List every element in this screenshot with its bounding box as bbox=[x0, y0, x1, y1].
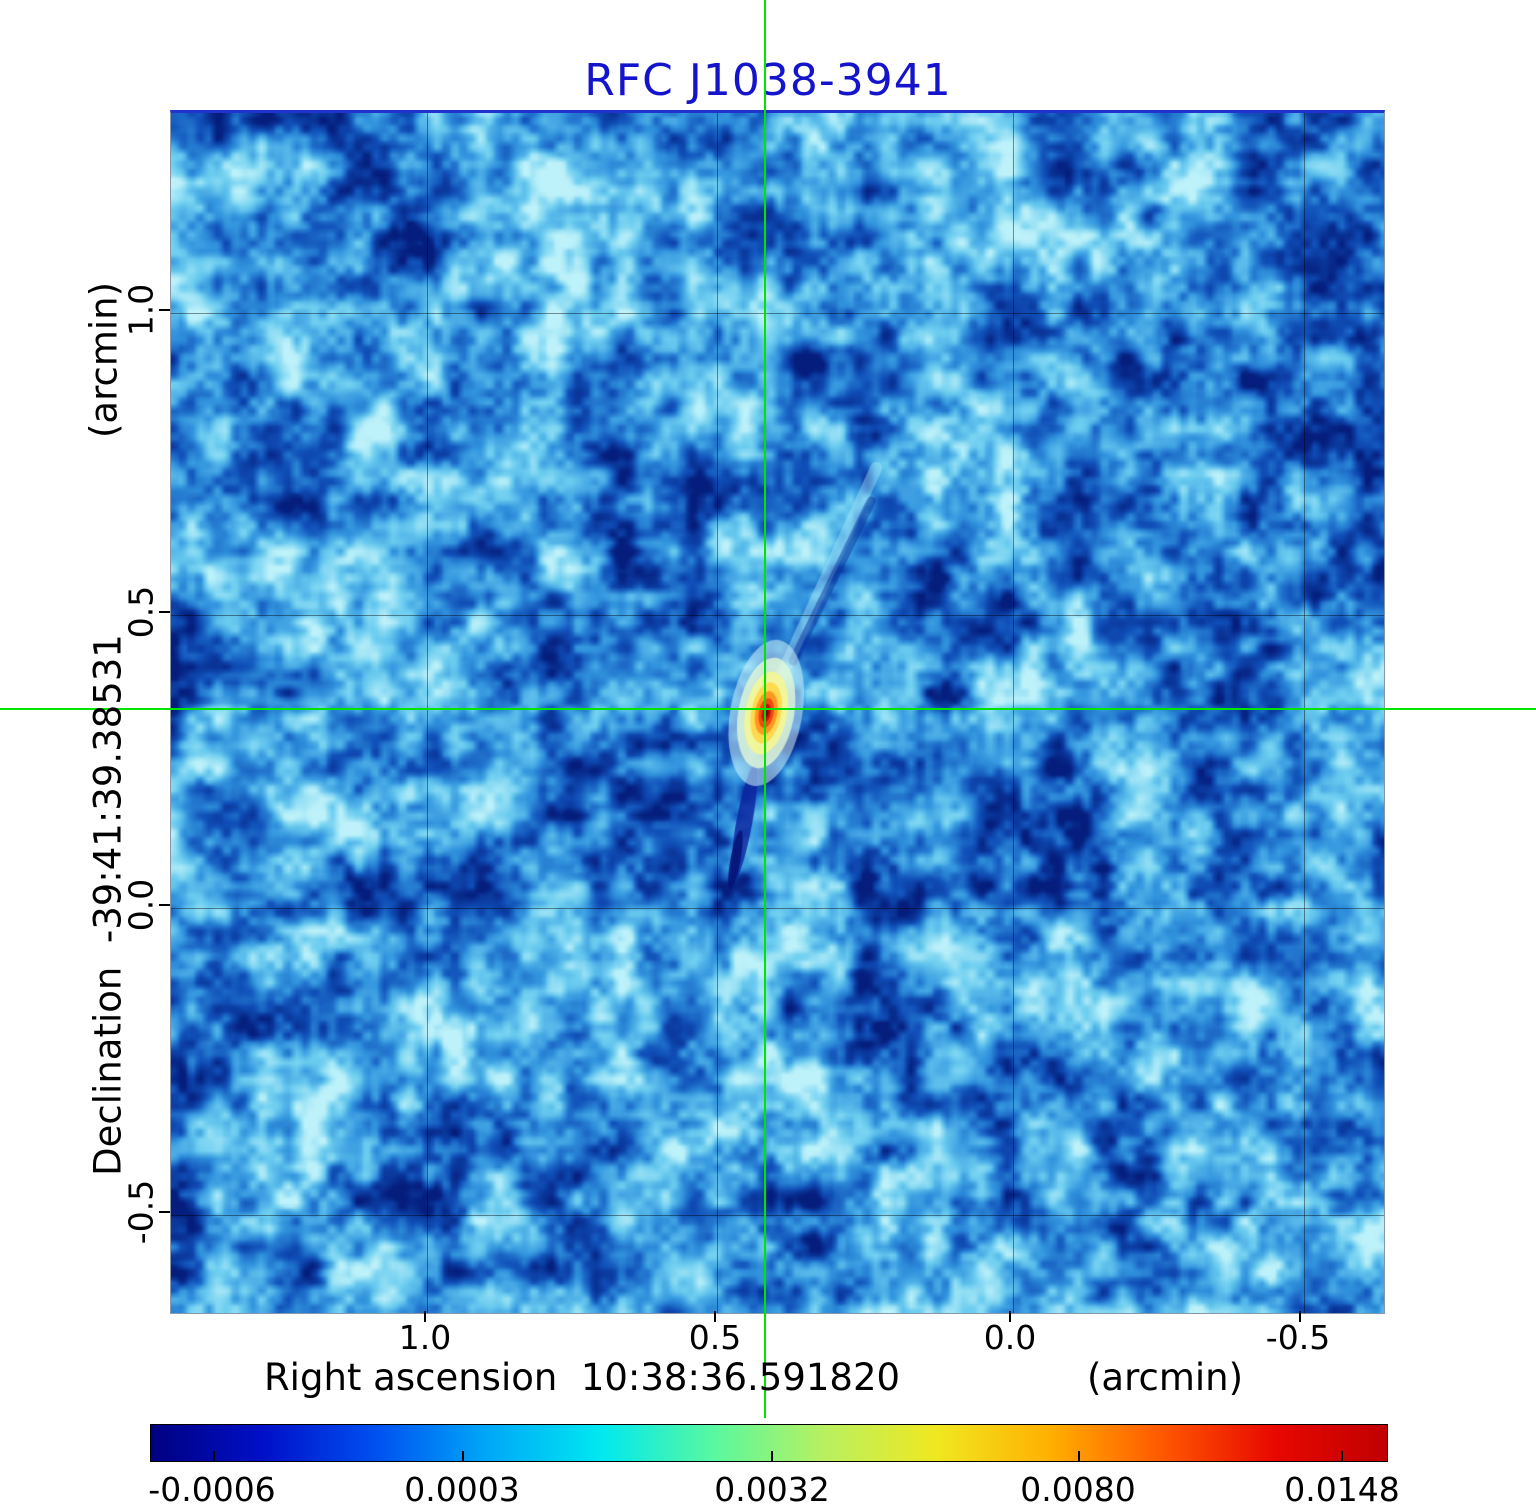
colorbar-tick-label: -0.0006 bbox=[148, 1470, 276, 1509]
colorbar-tick-label: 0.0003 bbox=[404, 1470, 520, 1509]
x-tick-label: 0.0 bbox=[983, 1318, 1037, 1357]
colorbar-tick-label: 0.0080 bbox=[1020, 1470, 1136, 1509]
colorbar-tick bbox=[212, 1451, 215, 1461]
colorbar-tick bbox=[1078, 1451, 1080, 1461]
colorbar-tick-label: 0.0148 bbox=[1284, 1470, 1400, 1509]
x-axis-unit: (arcmin) bbox=[1086, 1356, 1244, 1399]
colorbar bbox=[150, 1424, 1388, 1462]
grid-line-vertical bbox=[1304, 113, 1305, 1313]
y-tick-label: 1.0 bbox=[121, 283, 161, 337]
plot-title: RFC J1038-3941 bbox=[584, 55, 952, 106]
y-axis-tick bbox=[159, 904, 170, 906]
crosshair-horizontal-line bbox=[0, 708, 1536, 710]
y-axis-tick bbox=[159, 611, 170, 613]
grid-line-vertical bbox=[427, 113, 428, 1313]
colorbar-tick bbox=[1341, 1451, 1344, 1461]
y-tick-label: 0.5 bbox=[121, 585, 161, 639]
y-tick-label: -0.5 bbox=[121, 1179, 161, 1245]
grid-line-vertical bbox=[717, 113, 718, 1313]
x-axis-tick bbox=[1009, 1311, 1011, 1322]
grid-line-horizontal bbox=[171, 908, 1384, 909]
grid-line-vertical bbox=[1013, 113, 1014, 1313]
colorbar-tick bbox=[771, 1451, 774, 1461]
y-axis-tick bbox=[159, 1211, 170, 1213]
grid-line-horizontal bbox=[171, 615, 1384, 616]
grid-line-horizontal bbox=[171, 1215, 1384, 1216]
x-axis-tick bbox=[1299, 1311, 1301, 1322]
grid-line-horizontal bbox=[171, 313, 1384, 314]
x-tick-label: 0.5 bbox=[688, 1318, 742, 1357]
y-axis-label: Declination -39:41:39.38531 bbox=[86, 634, 130, 1176]
y-axis-unit: (arcmin) bbox=[82, 281, 126, 439]
colorbar-tick-label: 0.0032 bbox=[714, 1470, 830, 1509]
x-axis-tick bbox=[424, 1311, 426, 1322]
x-axis-tick bbox=[714, 1311, 716, 1322]
colorbar-tick bbox=[462, 1451, 465, 1461]
plot-area bbox=[170, 110, 1385, 1314]
y-axis-tick bbox=[159, 309, 170, 311]
x-tick-label: -0.5 bbox=[1265, 1318, 1331, 1357]
sky-map-canvas bbox=[171, 113, 1384, 1313]
x-axis-label: Right ascension 10:38:36.591820 bbox=[263, 1356, 901, 1399]
x-tick-label: 1.0 bbox=[398, 1318, 452, 1357]
